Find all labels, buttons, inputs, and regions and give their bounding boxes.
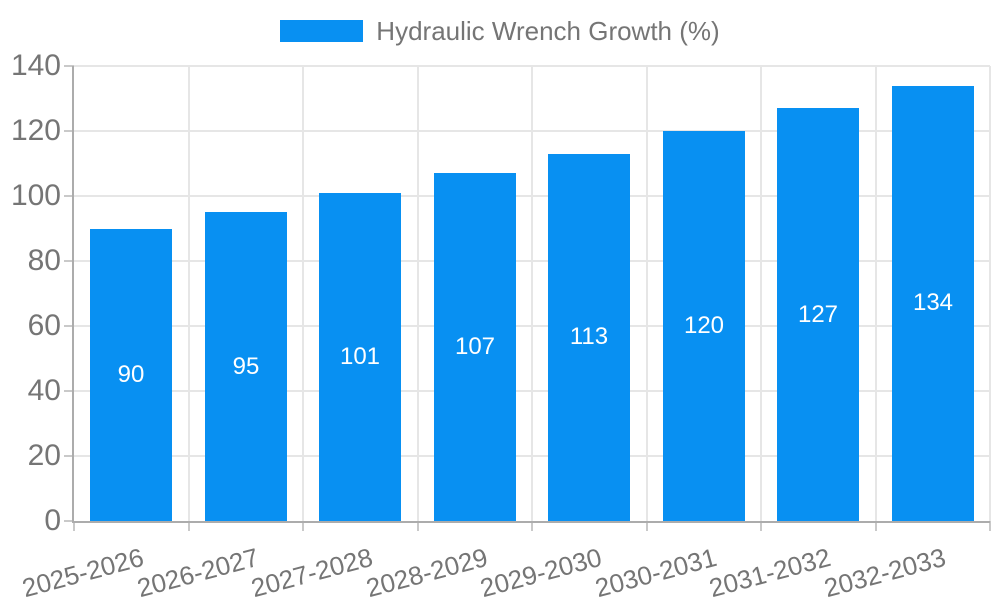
- y-tick-label: 100: [10, 179, 61, 212]
- bar[interactable]: 101: [319, 192, 401, 521]
- v-gridline: [302, 66, 304, 521]
- y-tick: [64, 455, 74, 457]
- legend-swatch: [280, 20, 364, 42]
- x-tick: [760, 521, 762, 531]
- bar[interactable]: 127: [777, 108, 859, 521]
- legend[interactable]: Hydraulic Wrench Growth (%): [0, 18, 1000, 44]
- y-tick-label: 0: [44, 504, 61, 537]
- bar-value-label: 134: [912, 289, 954, 317]
- bar-value-label: 113: [569, 323, 609, 351]
- bar-value-label: 127: [797, 300, 839, 328]
- y-tick: [64, 130, 74, 132]
- bar-value-label: 107: [454, 333, 496, 361]
- y-tick-label: 140: [10, 49, 61, 82]
- bar[interactable]: 113: [548, 153, 630, 521]
- y-tick: [64, 325, 74, 327]
- v-gridline: [760, 66, 762, 521]
- x-axis-line: [72, 521, 990, 523]
- y-tick: [64, 520, 74, 522]
- bar[interactable]: 90: [90, 228, 172, 521]
- y-tick: [64, 390, 74, 392]
- x-tick: [416, 521, 419, 531]
- y-tick: [64, 260, 74, 262]
- x-tick: [302, 521, 304, 531]
- v-gridline: [989, 66, 991, 521]
- bar[interactable]: 134: [892, 85, 974, 521]
- x-tick: [874, 521, 877, 531]
- v-gridline: [645, 66, 648, 521]
- x-tick: [645, 521, 648, 531]
- legend-label: Hydraulic Wrench Growth (%): [376, 16, 720, 46]
- x-tick: [187, 521, 190, 531]
- v-gridline: [531, 66, 533, 521]
- y-tick: [64, 65, 74, 67]
- v-gridline: [874, 66, 877, 521]
- v-gridline: [187, 66, 190, 521]
- bar-value-label: 90: [117, 360, 145, 388]
- y-tick: [64, 195, 74, 197]
- y-axis-line: [72, 66, 74, 523]
- y-tick-label: 60: [27, 309, 61, 342]
- x-tick: [73, 521, 75, 531]
- y-tick-label: 20: [27, 439, 61, 472]
- bar[interactable]: 95: [205, 212, 287, 521]
- bar[interactable]: 107: [434, 173, 516, 521]
- x-tick: [989, 521, 991, 531]
- v-gridline: [416, 66, 419, 521]
- y-tick-label: 120: [10, 114, 61, 147]
- y-tick-label: 40: [27, 374, 61, 407]
- bar-value-label: 101: [339, 342, 381, 370]
- bar-value-label: 95: [232, 352, 260, 380]
- y-tick-label: 80: [27, 244, 61, 277]
- bar[interactable]: 120: [663, 131, 745, 521]
- x-tick: [531, 521, 533, 531]
- bar-value-label: 120: [683, 312, 725, 339]
